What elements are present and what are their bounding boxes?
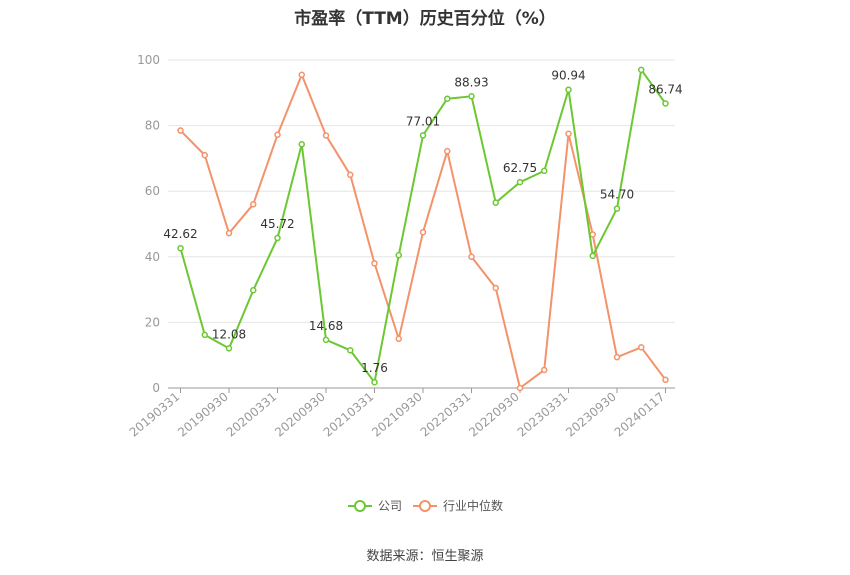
data-point — [541, 366, 548, 374]
y-tick-label: 100 — [137, 53, 160, 67]
data-point — [492, 199, 499, 206]
data-point — [638, 344, 645, 351]
data-point — [201, 331, 208, 339]
x-tick-label: 20200331 — [224, 390, 280, 440]
data-point — [468, 253, 475, 261]
y-tick-label: 60 — [145, 184, 160, 198]
data-point — [589, 252, 596, 260]
x-tick-label: 20230331 — [515, 390, 571, 440]
x-tick-label: 20210331 — [321, 390, 377, 440]
legend-label: 行业中位数 — [443, 498, 503, 513]
x-tick-label: 20190331 — [127, 390, 183, 440]
data-label: 14.68 — [309, 319, 343, 333]
x-tick-label: 20220930 — [466, 390, 522, 440]
y-tick-label: 80 — [145, 119, 160, 133]
data-point — [371, 378, 378, 386]
data-label: 62.75 — [503, 161, 537, 175]
data-point — [177, 244, 184, 252]
data-point — [444, 147, 451, 155]
data-point — [492, 284, 499, 292]
legend-label: 公司 — [378, 499, 402, 513]
data-point — [371, 260, 378, 267]
data-label: 86.74 — [648, 82, 682, 96]
data-label: 12.08 — [212, 327, 246, 341]
data-point — [589, 231, 596, 238]
data-point — [298, 141, 305, 148]
data-point — [468, 93, 475, 100]
x-tick-label: 20230930 — [563, 390, 619, 440]
data-point — [638, 66, 645, 74]
data-point — [250, 201, 257, 208]
data-label: 1.76 — [361, 361, 388, 375]
data-labels: 42.62 12.08 45.72 14.68 1.76 77.01 88.93 62.75 9… — [163, 69, 682, 376]
data-point — [565, 86, 572, 93]
data-point — [274, 131, 281, 139]
data-point — [395, 335, 402, 343]
data-point — [347, 347, 354, 354]
x-tick-label: 20190930 — [175, 390, 231, 440]
data-point — [419, 132, 427, 139]
data-point — [250, 287, 257, 294]
data-point — [225, 229, 233, 237]
data-label: 54.70 — [600, 188, 634, 202]
data-point — [419, 228, 427, 236]
data-source: 数据来源：恒生聚源 — [366, 549, 484, 564]
data-point — [322, 132, 330, 139]
data-point — [225, 345, 233, 352]
data-point — [322, 336, 330, 344]
data-point — [177, 127, 184, 134]
data-point — [395, 251, 402, 259]
data-label: 42.62 — [163, 227, 197, 241]
x-tick-label: 20200930 — [272, 390, 328, 440]
data-point — [662, 376, 669, 384]
y-tick-label: 40 — [145, 250, 160, 264]
x-tick-label: 20210930 — [369, 390, 425, 440]
data-point — [613, 353, 621, 361]
data-point — [516, 178, 524, 186]
chart-title: 市盈率（TTM）历史百分位（%） — [294, 9, 556, 29]
data-label: 88.93 — [454, 75, 488, 89]
legend-marker — [419, 500, 431, 512]
series-lines — [177, 66, 669, 392]
data-point — [347, 171, 354, 179]
y-tick-label: 0 — [152, 381, 160, 395]
legend: 公司 行业中位数 — [348, 498, 503, 513]
data-label: 77.01 — [406, 114, 440, 128]
data-label: 45.72 — [260, 217, 294, 231]
x-tick-label: 20220331 — [418, 390, 474, 440]
data-point — [613, 205, 621, 212]
data-point — [444, 95, 451, 102]
data-point — [662, 100, 669, 107]
data-point — [565, 130, 572, 138]
y-tick-label: 20 — [145, 315, 160, 329]
data-point — [516, 384, 524, 392]
grid-lines — [168, 59, 675, 323]
data-point — [541, 167, 548, 175]
data-label: 90.94 — [551, 69, 585, 83]
x-tick-label: 20240117 — [612, 390, 668, 440]
data-point — [298, 71, 305, 79]
data-point — [201, 151, 208, 159]
legend-marker — [354, 500, 366, 512]
data-point — [274, 234, 281, 242]
